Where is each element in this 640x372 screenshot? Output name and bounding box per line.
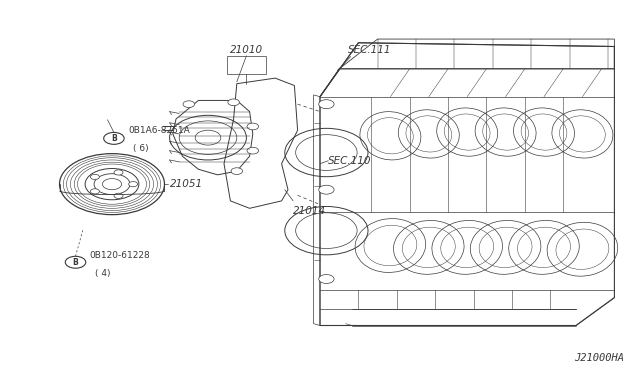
Circle shape: [114, 193, 123, 198]
Circle shape: [319, 100, 334, 109]
Text: SEC.110: SEC.110: [328, 156, 372, 166]
Text: J21000HA: J21000HA: [574, 353, 624, 363]
Circle shape: [90, 189, 99, 194]
Text: 21051: 21051: [170, 179, 203, 189]
Circle shape: [228, 99, 239, 106]
Text: B: B: [111, 134, 116, 143]
Circle shape: [90, 174, 99, 180]
Text: 0B120-61228: 0B120-61228: [90, 251, 150, 260]
Circle shape: [247, 123, 259, 130]
Circle shape: [231, 168, 243, 174]
Circle shape: [247, 147, 259, 154]
Circle shape: [114, 170, 123, 175]
Text: ( 4): ( 4): [95, 269, 110, 278]
Bar: [227, 56, 266, 74]
Circle shape: [129, 182, 138, 187]
Text: 21010: 21010: [230, 45, 263, 55]
Circle shape: [183, 101, 195, 108]
Text: ( 6): ( 6): [133, 144, 148, 153]
Circle shape: [319, 185, 334, 194]
Text: 21014: 21014: [293, 206, 326, 217]
Text: SEC.111: SEC.111: [348, 45, 392, 55]
Circle shape: [195, 130, 221, 145]
Circle shape: [102, 179, 122, 190]
Circle shape: [319, 275, 334, 283]
Text: 0B1A6-8251A: 0B1A6-8251A: [128, 126, 189, 135]
Text: B: B: [73, 258, 78, 267]
